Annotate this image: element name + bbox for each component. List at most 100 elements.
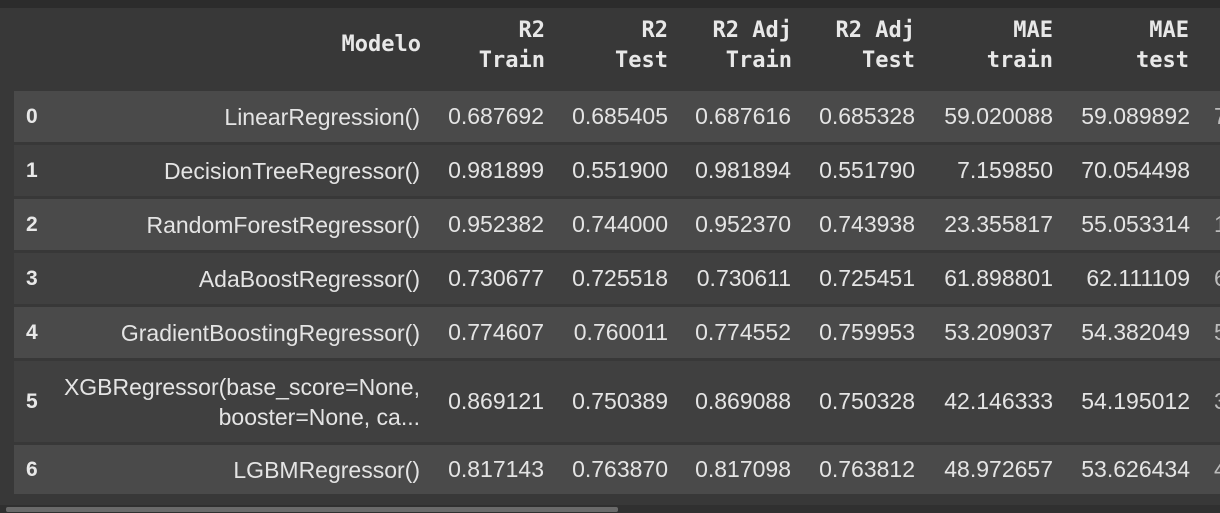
header-label: Train [725,48,792,73]
mae-train-cell: 53.209037 [944,319,1053,345]
header-mae-test: MAE test [1136,16,1189,76]
r2adj-train-cell: 0.774552 [695,319,791,345]
r2-train-cell: 0.981899 [448,157,544,183]
model-name: XGBRegressor(base_score=None, [63,373,420,400]
model-name: AdaBoostRegressor() [198,265,420,292]
r2adj-test-cell: 0.551790 [819,157,915,183]
scrollbar-thumb[interactable] [6,507,618,512]
r2-train-cell: 0.774607 [448,319,544,345]
r2-test-cell: 0.750389 [572,388,668,414]
header-modelo: Modelo [342,30,421,60]
header-label: MAE [1149,18,1189,43]
mae-train-cell: 48.972657 [944,456,1053,482]
r2adj-train-cell: 0.869088 [695,388,791,414]
mae-test-cell: 54.195012 [1081,388,1190,414]
mae-test-cell: 54.382049 [1081,319,1190,345]
header-label: Test [615,48,668,73]
r2-train-cell: 0.687692 [448,103,544,129]
model-name: GradientBoostingRegressor() [120,319,420,346]
truncated-column-cell [1214,145,1220,196]
mae-test-cell: 55.053314 [1081,211,1190,237]
r2-test-cell: 0.760011 [573,319,668,345]
r2-test-cell: 0.725518 [572,265,668,291]
r2adj-test-cell: 0.759953 [819,319,915,345]
top-strip [0,0,1220,8]
model-cell: XGBRegressor(base_score=None, booster=Non… [64,361,420,442]
row-index: 5 [26,389,38,413]
r2adj-test-cell: 0.763812 [819,456,915,482]
header-r2adj-train: R2 Adj Train [713,16,792,76]
header-label: R2 [641,18,669,43]
truncated-column-cell: 1 [1214,199,1220,250]
r2adj-test-cell: 0.725451 [819,265,915,291]
r2adj-test-cell: 0.743938 [819,211,915,237]
truncated-column-cell: 6 [1214,253,1220,304]
row-index: 3 [26,266,38,290]
mae-test-cell: 53.626434 [1081,456,1190,482]
header-r2-test: R2 Test [615,16,668,76]
row-index: 6 [26,457,38,481]
truncated-column-cell: 7 [1214,91,1220,142]
r2-test-cell: 0.551900 [572,157,668,183]
r2-train-cell: 0.952382 [448,211,544,237]
r2adj-test-cell: 0.685328 [819,103,915,129]
header-label: test [1136,48,1189,73]
r2adj-train-cell: 0.687616 [695,103,791,129]
header-label: R2 Adj [835,18,915,43]
header-r2-train: R2 Train [479,16,545,76]
header-label: Test [862,48,915,73]
row-index: 0 [26,104,38,128]
mae-train-cell: 23.355817 [944,211,1053,237]
header-label: Modelo [341,32,421,57]
row-index: 4 [26,320,38,344]
table-row: 1 DecisionTreeRegressor() 0.981899 0.551900… [14,145,1220,196]
header-label: train [986,48,1053,73]
mae-train-cell: 61.898801 [944,265,1053,291]
table-row: 3 AdaBoostRegressor() 0.730677 0.725518 0.73… [14,253,1220,304]
mae-train-cell: 7.159850 [957,157,1053,183]
truncated-column-cell: 3 [1214,361,1220,442]
mae-train-cell: 42.146333 [944,388,1053,414]
model-name: booster=None, ca... [218,403,420,430]
model-cell: RandomForestRegressor() [146,199,420,250]
table-row: 2 RandomForestRegressor() 0.952382 0.744000… [14,199,1220,250]
header-label: R2 [518,18,546,43]
model-cell: GradientBoostingRegressor() [121,307,420,358]
model-cell: DecisionTreeRegressor() [164,145,420,196]
truncated-column-cell: 5 [1214,307,1220,358]
header-label: R2 Adj [712,18,792,43]
model-name: LinearRegression() [224,103,420,130]
model-cell: AdaBoostRegressor() [199,253,420,304]
mae-train-cell: 59.020088 [944,103,1053,129]
header-mae-train: MAE train [987,16,1053,76]
r2adj-test-cell: 0.750328 [819,388,915,414]
table-row: 0 LinearRegression() 0.687692 0.685405 0.687… [14,91,1220,142]
table-row: 6 LGBMRegressor() 0.817143 0.763870 0.817098… [14,445,1220,494]
model-name: RandomForestRegressor() [146,211,420,238]
header-label: MAE [1013,18,1053,43]
r2adj-train-cell: 0.952370 [695,211,791,237]
row-index: 1 [26,158,38,182]
table-row: 5 XGBRegressor(base_score=None, booster=No… [14,361,1220,442]
header-label: Train [478,48,545,73]
mae-test-cell: 62.111109 [1086,265,1190,291]
r2adj-train-cell: 0.981894 [695,157,791,183]
r2-train-cell: 0.730677 [448,265,544,291]
mae-test-cell: 59.089892 [1081,103,1190,129]
dataframe-table: 0 LinearRegression() 0.687692 0.685405 0.687… [14,91,1220,497]
r2-test-cell: 0.685405 [572,103,668,129]
header-r2adj-test: R2 Adj Test [836,16,915,76]
r2adj-train-cell: 0.817098 [695,456,791,482]
r2-test-cell: 0.763870 [572,456,668,482]
r2-test-cell: 0.744000 [572,211,668,237]
mae-test-cell: 70.054498 [1081,157,1190,183]
table-header: Modelo R2 Train R2 Test R2 Adj Train R2 Adj Test… [0,8,1220,90]
truncated-column-cell: 4 [1214,445,1220,494]
model-name: LGBMRegressor() [233,456,420,483]
r2-train-cell: 0.869121 [448,388,544,414]
r2adj-train-cell: 0.730611 [696,265,791,291]
model-name: DecisionTreeRegressor() [163,157,420,184]
r2-train-cell: 0.817143 [448,456,544,482]
model-cell: LGBMRegressor() [233,445,420,494]
row-index: 2 [26,212,38,236]
